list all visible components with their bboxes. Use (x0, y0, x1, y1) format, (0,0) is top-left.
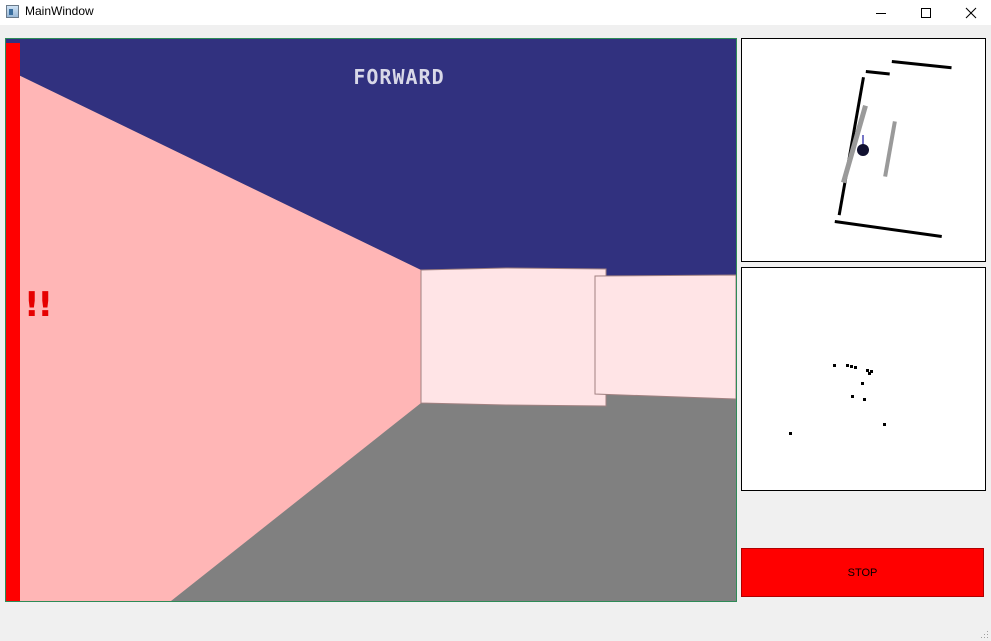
resize-grip-icon[interactable] (980, 630, 989, 639)
scan-points (789, 364, 886, 435)
map-scan-segment (883, 121, 897, 177)
minimize-button[interactable] (858, 0, 904, 25)
robot-marker (857, 144, 869, 156)
map-scan-segment (841, 104, 868, 184)
title-bar: MainWindow (0, 0, 991, 25)
direction-label: FORWARD (353, 65, 445, 89)
scene-render (6, 39, 736, 601)
close-icon (965, 7, 977, 18)
left-wall (6, 69, 421, 601)
minimize-icon (876, 12, 886, 14)
ceiling (6, 39, 736, 276)
floor (6, 396, 736, 601)
proximity-bar (6, 43, 20, 601)
obstacle-warning: !! (24, 285, 53, 325)
map-render (834, 60, 952, 239)
app-window-icon (6, 5, 19, 18)
close-button[interactable] (948, 0, 991, 25)
right-wall (594, 274, 736, 400)
scan-render (789, 364, 886, 435)
first-person-view: FORWARD !! (5, 38, 737, 602)
front-wall (420, 267, 607, 407)
maximize-button[interactable] (903, 0, 949, 25)
top-down-map (741, 38, 986, 262)
stop-button[interactable]: STOP (741, 548, 984, 597)
window-title: MainWindow (25, 4, 94, 18)
scan-panel (741, 267, 986, 491)
maximize-icon (921, 7, 931, 18)
